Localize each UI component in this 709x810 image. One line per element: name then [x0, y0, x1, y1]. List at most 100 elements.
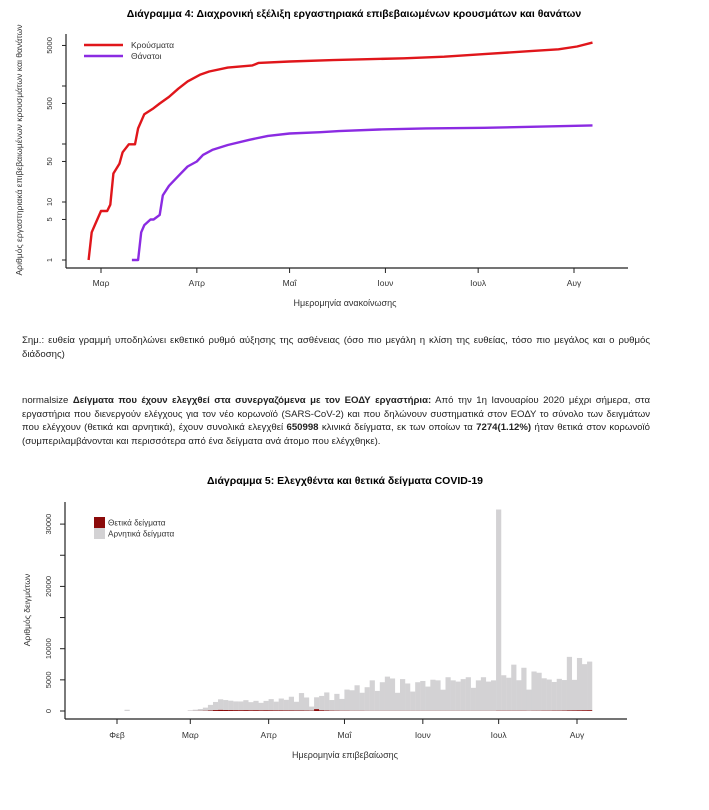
bar-positive: [223, 710, 229, 711]
x-tick-label: Ιουλ: [470, 278, 487, 288]
bar-negative: [506, 677, 512, 711]
bar-negative: [314, 697, 320, 710]
bar-positive: [258, 710, 264, 711]
x-tick-label: Αυγ: [567, 278, 582, 288]
bar-negative: [445, 677, 451, 711]
bar-negative: [430, 679, 436, 711]
paragraph-text: Από την 1η Ιανουαρίου 2020 μέχρι σήμερα,…: [22, 395, 650, 434]
bar-negative: [379, 682, 385, 711]
bar-negative: [283, 699, 289, 711]
bar-negative: [566, 656, 573, 711]
bar-negative: [253, 700, 259, 711]
bar-negative: [440, 689, 446, 711]
bar-positive: [283, 710, 289, 711]
bar-negative: [339, 698, 345, 711]
bar-negative: [389, 678, 396, 711]
bar-negative: [359, 692, 365, 711]
bar-positive: [587, 710, 593, 711]
bar-negative: [470, 687, 476, 711]
bar-negative: [324, 692, 330, 711]
y-tick-label: 10: [45, 198, 54, 206]
x-tick-label: Ιουν: [415, 730, 431, 740]
bar-negative: [521, 667, 527, 711]
bar-negative: [394, 692, 401, 711]
bar-positive: [278, 710, 284, 711]
legend-swatch: [94, 528, 105, 539]
bar-negative: [273, 701, 279, 711]
legend-label: Θάνατοι: [131, 51, 162, 61]
bar-positive: [263, 710, 269, 711]
bar-negative: [258, 702, 264, 711]
bar-positive: [288, 710, 294, 711]
y-tick-label: 500: [45, 97, 54, 110]
x-tick-label: Ιουν: [377, 278, 393, 288]
x-tick-label: Μαρ: [93, 278, 110, 288]
bar-negative: [233, 701, 239, 711]
bar-positive: [218, 709, 224, 711]
bar-negative: [490, 680, 497, 711]
bar-negative: [556, 678, 562, 711]
legend-swatch: [94, 517, 105, 528]
x-tick-label: Απρ: [260, 730, 277, 740]
x-tick-label: Μαΐ: [338, 730, 353, 740]
bar-negative: [124, 709, 130, 711]
legend-label: Θετικά δείγματα: [108, 519, 166, 528]
bar-negative: [465, 677, 471, 711]
bar-positive: [268, 710, 274, 711]
bar-negative: [344, 689, 350, 711]
chart-note: Σημ.: ευθεία γραμμή υποδηλώνει εκθετικό …: [22, 335, 650, 360]
x-tick-label: Αυγ: [570, 730, 585, 740]
bar-positive: [253, 710, 259, 711]
bar-positive: [581, 710, 588, 711]
bar-negative: [475, 680, 482, 711]
bar-positive: [212, 710, 219, 711]
series-line-cases: [87, 41, 593, 261]
positive-samples: 7274(1.12%): [476, 422, 532, 434]
bar-negative: [334, 693, 340, 711]
x-tick-label: Μαΐ: [283, 278, 298, 288]
legend-label: Κρούσματα: [131, 40, 174, 50]
bar-negative: [374, 690, 380, 711]
y-tick-label: 10000: [44, 638, 53, 659]
bar-negative: [369, 680, 375, 711]
series-line-deaths: [131, 124, 593, 262]
bar-negative: [480, 677, 487, 711]
bar-negative: [268, 699, 274, 711]
bar-negative: [243, 700, 249, 711]
bar-negative: [364, 687, 370, 711]
x-tick-label: Ιουλ: [491, 730, 508, 740]
bar-negative: [587, 661, 593, 711]
x-tick-label: Μαρ: [182, 730, 199, 740]
y-tick-label: 5000: [45, 37, 54, 54]
bar-negative: [218, 699, 224, 710]
bar-negative: [202, 707, 209, 711]
bar-negative: [263, 700, 269, 711]
x-tick-label: Φεβ: [109, 730, 125, 740]
bar-negative: [561, 680, 567, 711]
bar-positive: [566, 710, 573, 711]
bar-negative: [501, 675, 507, 711]
bar-negative: [460, 679, 466, 711]
y-axis-label: Αριθμός εργαστηριακά επιβεβαιωμένων κρου…: [14, 24, 24, 275]
bar-positive: [243, 710, 249, 711]
y-tick-label: 5: [45, 217, 54, 221]
bar-negative: [455, 681, 461, 711]
bar-negative: [192, 709, 198, 711]
bar-negative: [329, 700, 335, 711]
bar-negative: [551, 681, 557, 711]
paragraph-text: ήταν θετικά στον κορωνοϊό (συμπεριλαμβάν…: [22, 422, 650, 447]
bar-negative: [435, 680, 441, 711]
x-tick-label: Απρ: [189, 278, 206, 288]
bar-negative: [293, 701, 300, 711]
x-axis-label: Ημερομηνία επιβεβαίωσης: [292, 750, 399, 760]
bar-negative: [384, 676, 391, 711]
bar-negative: [288, 696, 294, 711]
bar-negative: [319, 695, 325, 711]
bar-negative: [278, 698, 284, 711]
bar-negative: [576, 657, 583, 711]
bar-negative: [526, 689, 532, 711]
cases-deaths-chart: Διάγραμμα 4: Διαχρονική εξέλιξη εργαστηρ…: [14, 8, 628, 308]
bar-negative: [425, 686, 431, 711]
bar-negative: [496, 509, 502, 711]
bar-negative: [354, 685, 360, 711]
